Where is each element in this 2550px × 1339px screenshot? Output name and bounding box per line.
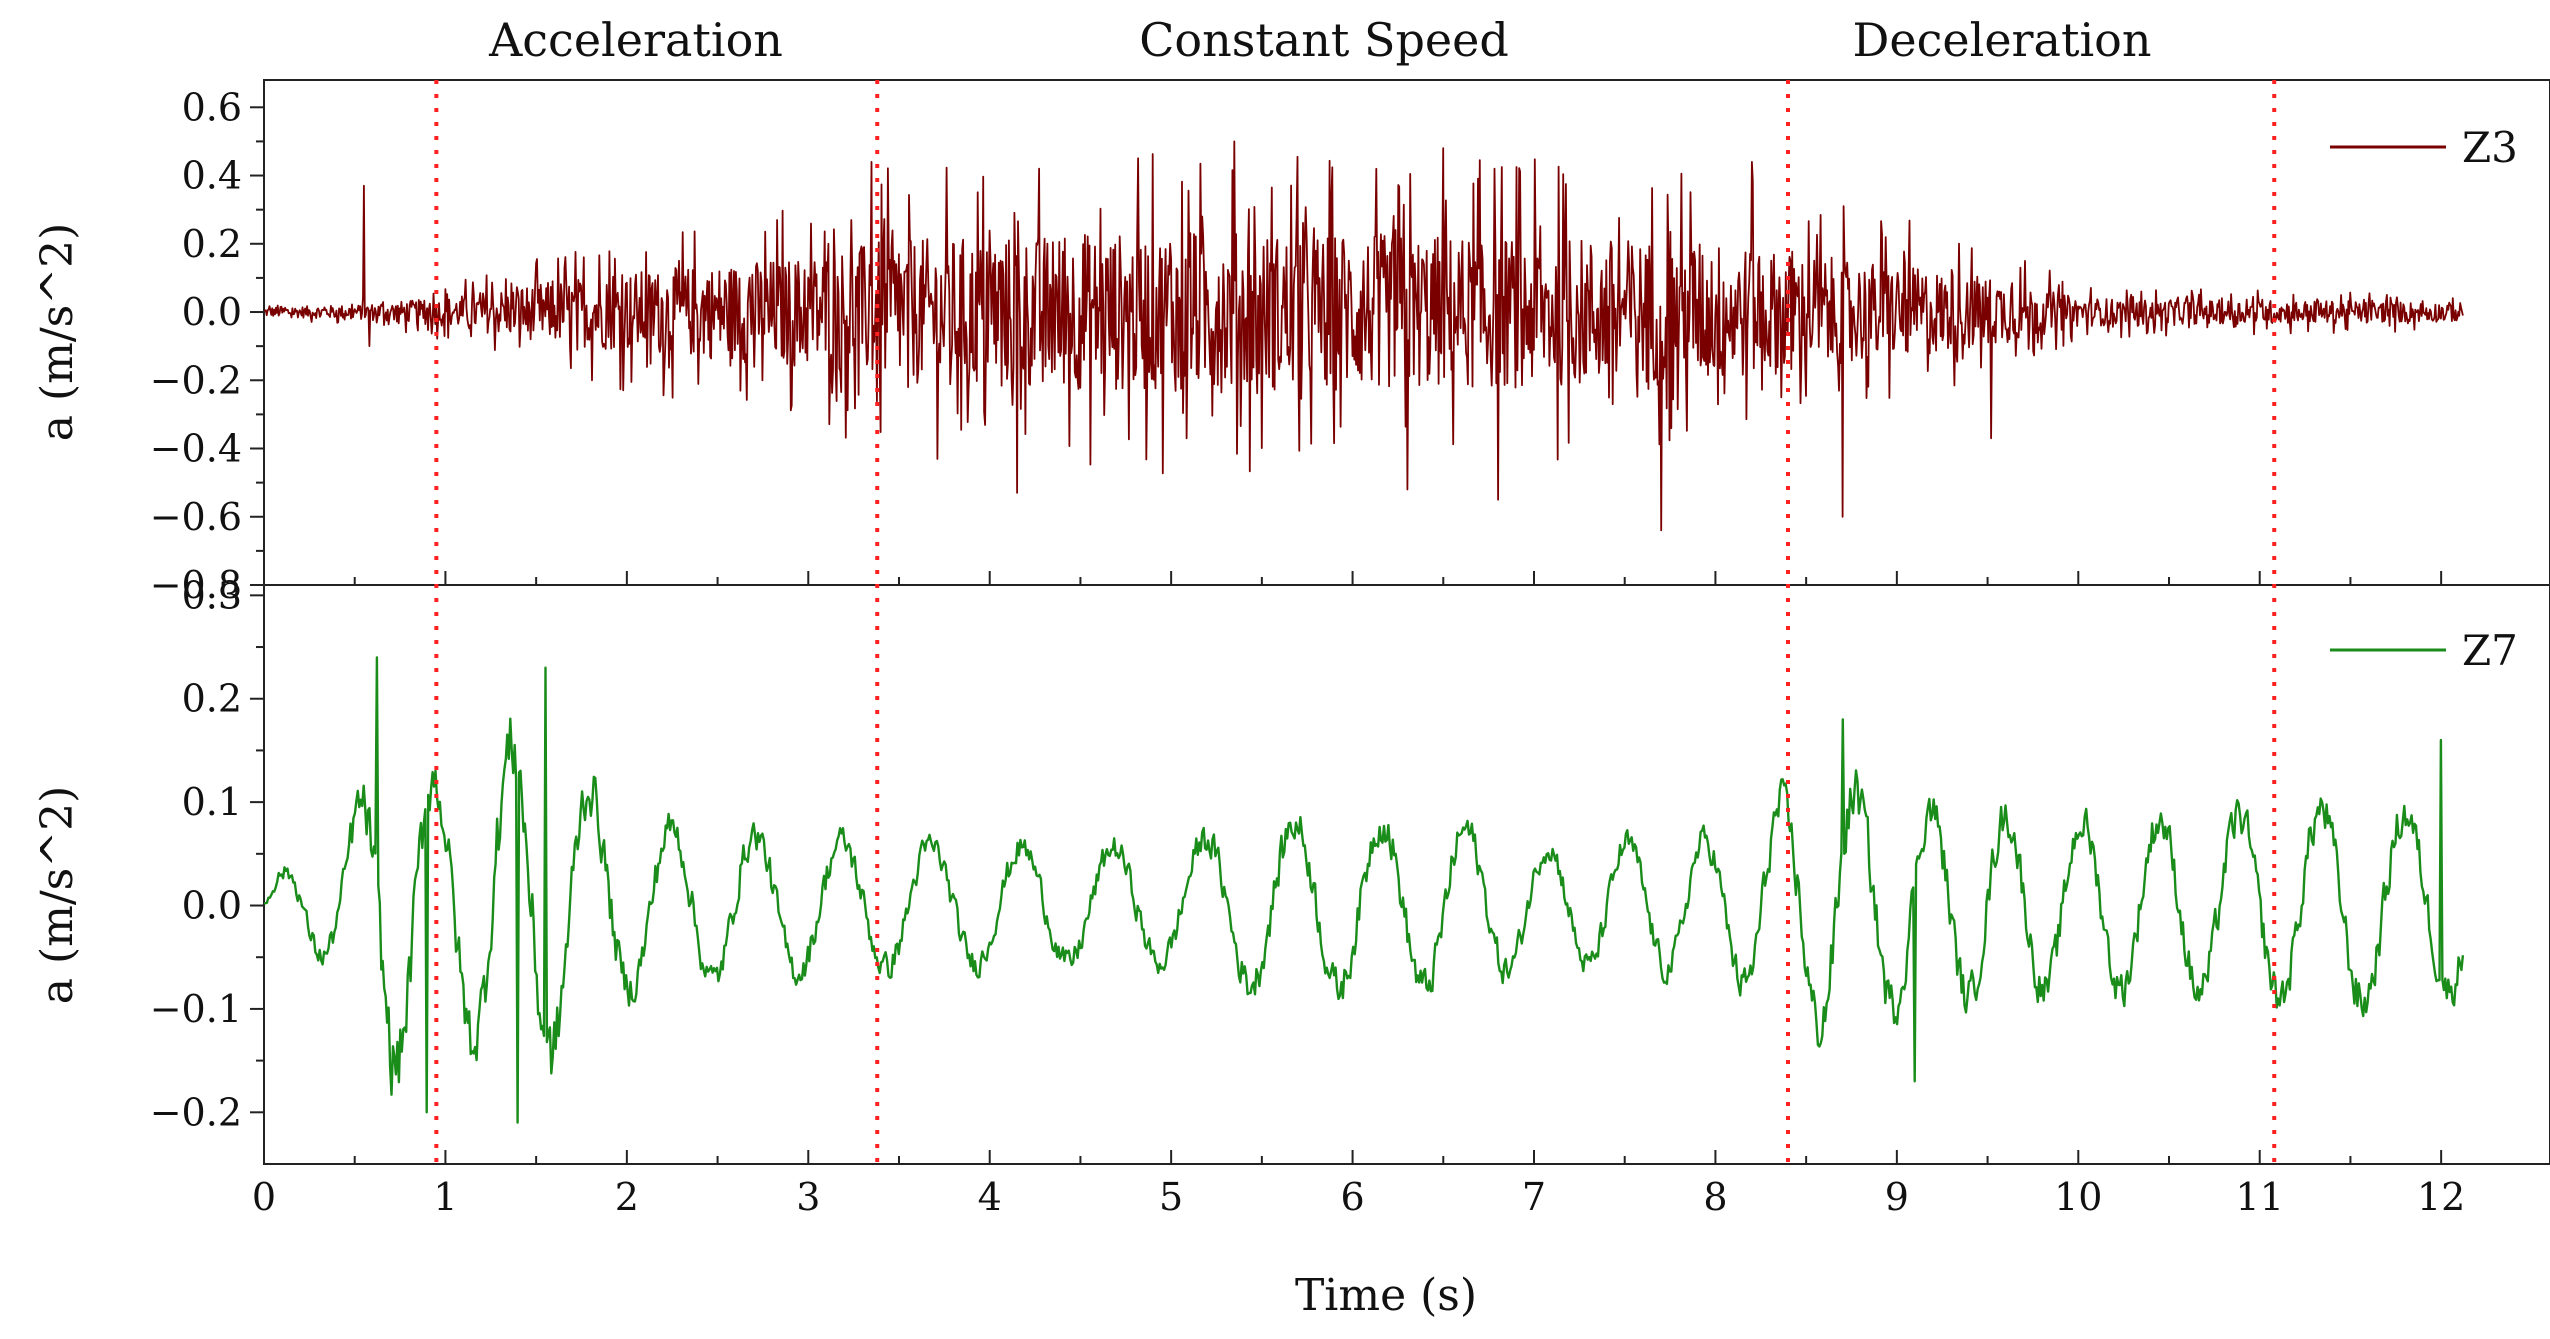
x-tick-label: 8 (1703, 1175, 1727, 1219)
legend-z7-label: Z7 (2462, 626, 2518, 675)
legend-z7: Z7 (2330, 626, 2518, 675)
x-tick-label: 3 (796, 1175, 820, 1219)
x-tick-label: 6 (1340, 1175, 1364, 1219)
panel-z7: 0.3 0.2 0.1 0.0 −0.1 −0.2 a (m/s^2) Z7 (32, 573, 2550, 1165)
y-tick-label: 0.3 (182, 573, 242, 617)
y-tick-label: 0.0 (182, 290, 242, 334)
y-tick-label: 0.0 (182, 884, 242, 928)
x-tick-label: 4 (978, 1175, 1002, 1219)
y-tick-label: 0.4 (182, 154, 242, 198)
x-tick-label: 7 (1522, 1175, 1546, 1219)
y-tick-label: 0.6 (182, 85, 242, 129)
series-z7 (263, 656, 2465, 1124)
phase-label-acceleration: Acceleration (488, 13, 783, 67)
y-tick-label: 0.1 (182, 780, 242, 824)
phase-boundaries (434, 80, 2277, 1164)
x-tick-label: 0 (252, 1175, 276, 1219)
x-axis-title: Time (s) (1295, 1270, 1477, 1321)
panel-z7-y-ticks: 0.3 0.2 0.1 0.0 −0.1 −0.2 (150, 573, 264, 1134)
x-tick-label: 9 (1885, 1175, 1909, 1219)
y-tick-label: −0.8 (150, 563, 242, 607)
x-tick-label: 11 (2236, 1175, 2284, 1219)
y-tick-label: 0.2 (182, 222, 242, 266)
x-tick-label: 12 (2417, 1175, 2465, 1219)
y-tick-label: −0.2 (150, 1090, 242, 1134)
panel-z3: 0.6 0.4 0.2 0.0 −0.2 −0.4 −0.6 −0.8 a (m/s^2) Z… (32, 79, 2550, 607)
y-tick-label: 0.2 (182, 677, 242, 721)
x-axis-ticks: 0 1 2 3 4 5 6 7 8 9 10 11 12 (252, 571, 2465, 1219)
panel-z3-y-axis-title: a (m/s^2) (32, 223, 83, 442)
legend-z3-label: Z3 (2462, 123, 2518, 172)
x-tick-label: 1 (433, 1175, 457, 1219)
series-z7-line (263, 656, 2465, 1124)
phase-label-deceleration: Deceleration (1853, 13, 2152, 67)
x-tick-label: 10 (2054, 1175, 2102, 1219)
y-tick-label: −0.1 (150, 987, 242, 1031)
y-tick-label: −0.2 (150, 358, 242, 402)
phase-labels: Acceleration Constant Speed Deceleration (488, 13, 2151, 67)
series-z3-line (263, 140, 2464, 532)
y-tick-label: −0.6 (150, 495, 242, 539)
legend-z3: Z3 (2330, 123, 2518, 172)
x-tick-label: 2 (615, 1175, 639, 1219)
y-tick-label: −0.4 (150, 427, 242, 471)
panel-z3-y-ticks: 0.6 0.4 0.2 0.0 −0.2 −0.4 −0.6 −0.8 (150, 85, 264, 607)
series-z3 (263, 140, 2464, 532)
panel-z7-y-axis-title: a (m/s^2) (32, 786, 83, 1005)
x-tick-label: 5 (1159, 1175, 1183, 1219)
panel-z7-frame (263, 584, 2550, 1165)
phase-label-constant-speed: Constant Speed (1139, 13, 1509, 67)
